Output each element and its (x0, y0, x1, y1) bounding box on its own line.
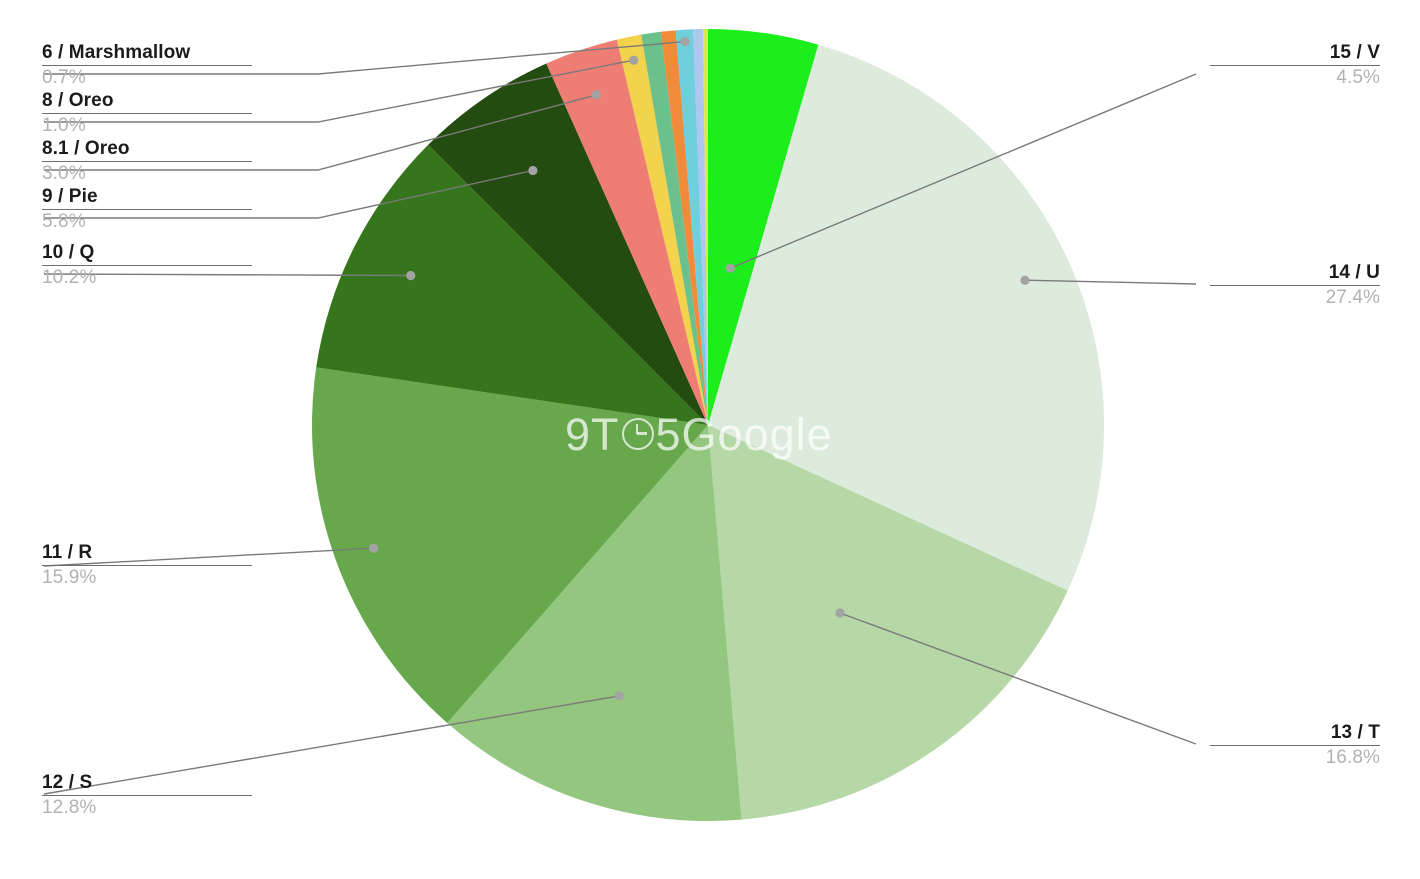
pie-slice[interactable] (675, 29, 708, 426)
leader-line (44, 59, 634, 123)
leader-dot (629, 55, 639, 65)
callout-rule (1210, 285, 1380, 286)
leader-line-group (43, 37, 1197, 795)
pie-slice[interactable] (708, 425, 1068, 820)
pie-slice[interactable] (546, 39, 708, 425)
leader-line (44, 94, 597, 171)
callout-6-marshmallow: 6 / Marshmallow 0.7% (42, 42, 252, 89)
leader-dot (680, 37, 690, 47)
pie-slice[interactable] (641, 31, 708, 426)
leader-line (44, 40, 686, 75)
pie-slice[interactable] (693, 29, 708, 426)
callout-rule (1210, 65, 1380, 66)
callout-rule (42, 113, 252, 114)
pie-slice[interactable] (703, 28, 708, 425)
callout-label-percent: 10.2% (42, 267, 97, 288)
callout-label-name: 8.1 / Oreo (42, 138, 130, 159)
callout-label-percent: 15.9% (42, 567, 97, 588)
callout-label-percent: 0.7% (42, 67, 86, 88)
leader-line (43, 547, 374, 567)
leader-line (44, 169, 534, 219)
pie-slice-group (312, 28, 1105, 822)
leader-line (43, 273, 411, 277)
callout-rule (42, 565, 252, 566)
callout-label-percent: 27.4% (1325, 287, 1380, 308)
leader-dot (1020, 275, 1030, 285)
callout-label-percent: 1.0% (42, 115, 86, 136)
callout-label-percent: 16.8% (1325, 747, 1380, 768)
pie-slice[interactable] (316, 144, 708, 425)
callout-14-u: 14 / U 27.4% (1210, 262, 1380, 309)
leader-dot (406, 270, 416, 281)
leader-dot (591, 90, 601, 100)
callout-label-name: 15 / V (1329, 42, 1380, 63)
callout-rule (42, 265, 252, 266)
callout-label-percent: 12.8% (42, 797, 97, 818)
callout-9-pie: 9 / Pie 5.8% (42, 186, 252, 233)
callout-11-r: 11 / R 15.9% (42, 542, 252, 589)
callout-rule (42, 65, 252, 66)
callout-13-t: 13 / T 16.8% (1210, 722, 1380, 769)
leader-line (43, 695, 620, 795)
callout-rule (42, 209, 252, 210)
callout-label-name: 9 / Pie (42, 186, 98, 207)
callout-label-name: 11 / R (42, 542, 93, 563)
pie-slice[interactable] (428, 63, 708, 425)
callout-label-name: 13 / T (1330, 722, 1380, 743)
callout-8-1-oreo: 8.1 / Oreo 3.0% (42, 138, 252, 185)
callout-8-oreo: 8 / Oreo 1.0% (42, 90, 252, 137)
pie-slice[interactable] (660, 30, 708, 425)
leader-dot (835, 608, 845, 618)
callout-label-percent: 4.5% (1336, 67, 1380, 88)
callout-label-name: 14 / U (1328, 262, 1380, 283)
leader-line (839, 612, 1197, 745)
leader-dot (528, 165, 538, 176)
pie-slice[interactable] (708, 29, 819, 425)
callout-15-v: 15 / V 4.5% (1210, 42, 1380, 89)
callout-label-name: 10 / Q (42, 242, 95, 263)
leader-dot (614, 691, 624, 701)
leader-dot (725, 263, 735, 273)
callout-rule (1210, 745, 1380, 746)
pie-slice[interactable] (447, 425, 742, 822)
callout-label-percent: 5.8% (42, 211, 86, 232)
callout-rule (42, 161, 252, 162)
leader-dot (369, 543, 379, 553)
callout-label-name: 8 / Oreo (42, 90, 114, 111)
pie-slice[interactable] (616, 34, 708, 426)
pie-slice[interactable] (708, 44, 1105, 591)
callout-10-q: 10 / Q 10.2% (42, 242, 252, 289)
callout-label-percent: 3.0% (42, 163, 86, 184)
leader-line (730, 73, 1197, 269)
callout-12-s: 12 / S 12.8% (42, 772, 252, 819)
callout-label-name: 6 / Marshmallow (42, 42, 191, 63)
pie-slice[interactable] (312, 367, 708, 724)
leader-line (1024, 279, 1197, 285)
callout-label-name: 12 / S (42, 772, 93, 793)
callout-rule (42, 795, 252, 796)
